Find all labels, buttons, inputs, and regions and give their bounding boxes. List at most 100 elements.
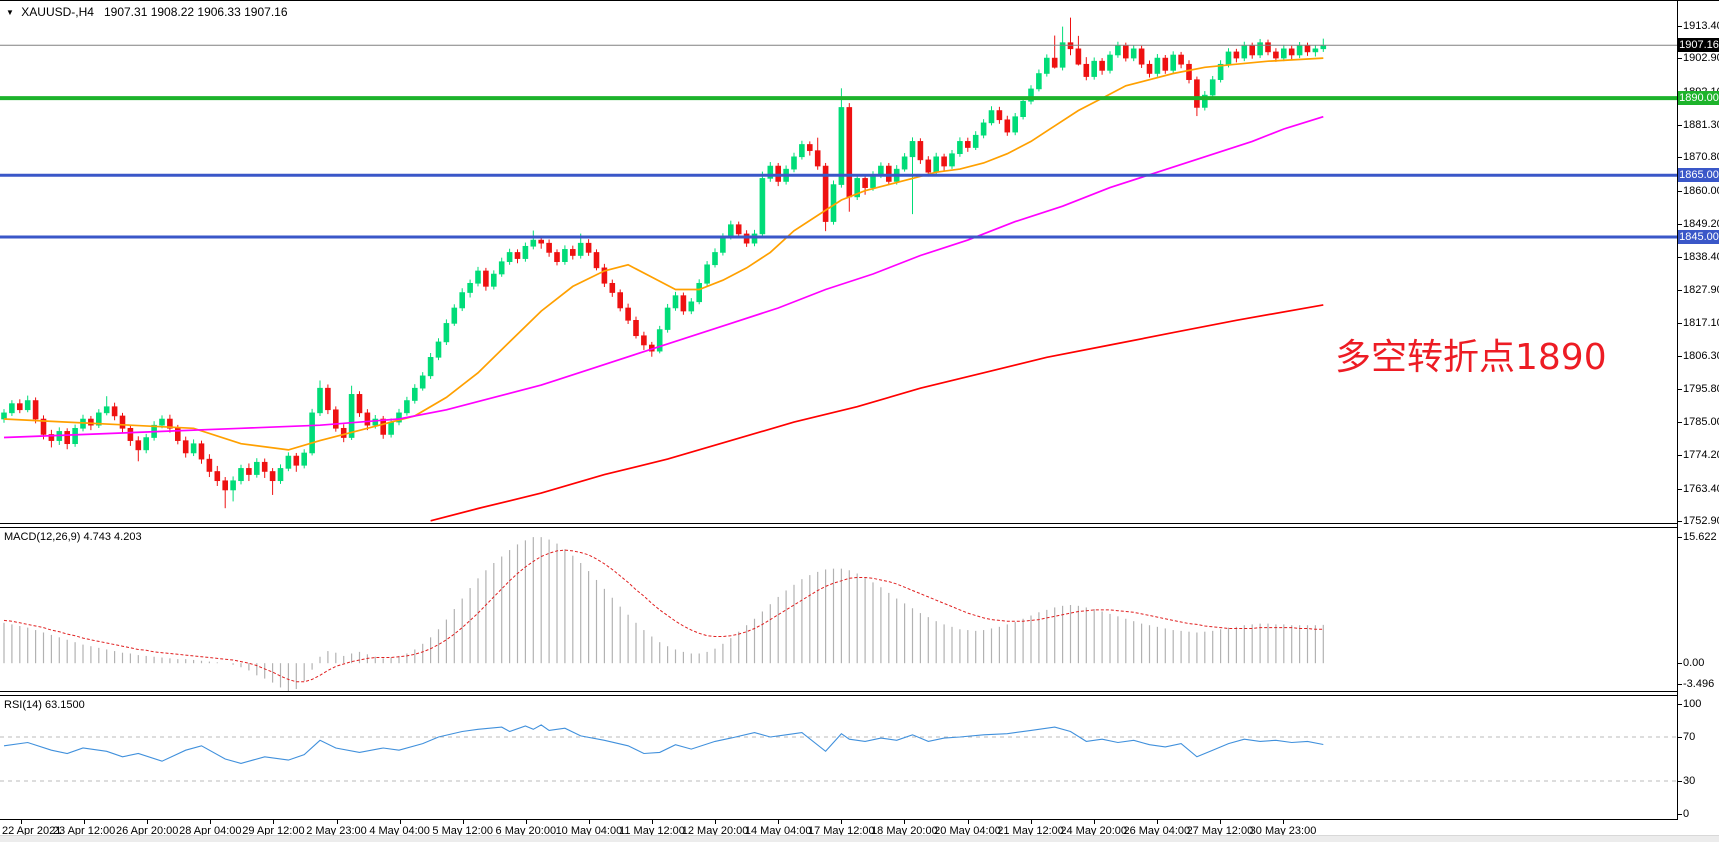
bear-candle [1265, 42, 1271, 53]
rsi-axis-label: 30 [1683, 775, 1696, 787]
bear-candle [32, 400, 39, 420]
bear-candle [261, 461, 268, 472]
price-badge-1890.00: 1890.00 [1678, 91, 1719, 106]
bear-candle [1083, 63, 1090, 77]
bull-candle [72, 427, 78, 445]
axis-tick [1678, 684, 1682, 685]
bear-candle [996, 110, 1003, 121]
main-chart-panel[interactable]: ▼ XAUUSD-,H4 1907.31 1908.22 1906.33 190… [0, 1, 1677, 524]
time-axis-label: 10 May 04:00 [555, 825, 623, 837]
bull-candle [562, 249, 568, 262]
bull-candle [9, 403, 15, 414]
rsi-axis-label: 70 [1683, 730, 1696, 743]
bull-candle [1059, 42, 1066, 68]
price-axis-label: 1860.00 [1683, 184, 1719, 197]
bear-candle [625, 307, 631, 321]
bull-candle [727, 224, 734, 238]
bull-candle [664, 307, 671, 330]
rsi-axis-label: 100 [1683, 697, 1702, 710]
bull-candle [799, 144, 805, 158]
time-axis-label: 22 Apr 2021 [2, 825, 62, 837]
bear-candle [1004, 119, 1011, 133]
time-tick [84, 820, 86, 824]
bull-candle [870, 175, 876, 188]
current-price-badge: 1907.16 [1678, 38, 1719, 53]
macd-indicator-panel[interactable]: MACD(12,26,9) 4.743 4.203 [0, 528, 1677, 692]
bull-candle [96, 412, 102, 426]
bear-candle [1186, 63, 1192, 80]
time-axis-label: 5 May 12:00 [432, 825, 493, 837]
macd-chart-canvas[interactable] [0, 528, 1677, 691]
time-axis-label: 21 May 12:00 [997, 825, 1064, 837]
rsi-line [3, 724, 1324, 764]
time-axis-label: 12 May 20:00 [681, 825, 749, 837]
bull-candle [317, 387, 323, 414]
time-tick [210, 820, 212, 824]
time-axis-label: 18 May 20:00 [871, 825, 938, 837]
axis-tick [1678, 190, 1682, 192]
bear-candle [609, 282, 616, 293]
axis-tick [1678, 422, 1682, 424]
bull-candle [388, 421, 394, 435]
panel-separator[interactable] [0, 692, 1677, 696]
bear-candle [641, 335, 647, 346]
rsi-axis-label: 0 [1683, 808, 1690, 821]
bear-candle [111, 406, 118, 417]
time-axis-label: 28 Apr 04:00 [179, 825, 242, 837]
panel-separator[interactable] [0, 524, 1677, 528]
bear-candle [546, 242, 552, 253]
bull-candle [411, 387, 418, 401]
macd-label: MACD(12,26,9) 4.743 4.203 [4, 531, 142, 543]
bear-candle [617, 292, 624, 309]
bear-candle [822, 165, 829, 222]
bear-candle [633, 320, 639, 337]
bear-candle [198, 443, 205, 460]
rsi-indicator-panel[interactable]: RSI(14) 63.1500 [0, 696, 1677, 820]
time-tick [273, 820, 275, 824]
axis-tick [1678, 257, 1682, 259]
price-axis-scale[interactable]: 1913.401902.901892.101881.301870.801860.… [1677, 1, 1719, 820]
bear-candle [135, 440, 142, 451]
bear-candle [48, 434, 55, 441]
time-tick [778, 820, 780, 824]
axis-tick [1678, 781, 1682, 782]
bull-candle [467, 282, 473, 293]
bull-candle [1115, 45, 1121, 56]
time-axis-label: 11 May 12:00 [619, 825, 685, 837]
price-axis-label: 1827.90 [1683, 283, 1719, 296]
bull-candle [901, 156, 908, 170]
bull-candle [704, 264, 710, 284]
bull-candle [238, 468, 244, 482]
bull-candle [1296, 45, 1303, 56]
bull-candle [759, 178, 766, 235]
bull-candle [1044, 57, 1050, 74]
axis-tick [1678, 289, 1682, 291]
time-tick [462, 820, 464, 824]
bull-candle [24, 400, 31, 411]
bear-candle [1249, 45, 1255, 56]
time-axis-label: 23 Apr 12:00 [52, 825, 116, 837]
bull-candle [143, 437, 149, 451]
bear-candle [206, 458, 213, 472]
ohlc-values: 1907.31 1908.22 1906.33 1907.16 [103, 5, 288, 19]
bull-candle [1091, 60, 1097, 77]
axis-tick [1678, 125, 1682, 127]
bear-candle [964, 141, 971, 148]
axis-tick [1678, 488, 1682, 490]
time-tick [1156, 820, 1158, 824]
bull-candle [751, 233, 758, 244]
candlestick-chart-canvas[interactable] [0, 1, 1677, 523]
time-tick [715, 820, 717, 824]
rsi-chart-canvas[interactable] [0, 696, 1677, 819]
bull-candle [522, 245, 529, 259]
collapse-triangle-icon[interactable]: ▼ [6, 8, 14, 17]
axis-tick [1678, 521, 1682, 523]
symbol-header: ▼ XAUUSD-,H4 1907.31 1908.22 1906.33 190… [6, 5, 288, 19]
bull-candle [451, 307, 458, 324]
bull-candle [949, 153, 955, 167]
bull-candle [1130, 48, 1137, 59]
bottom-strip [0, 835, 1719, 842]
bull-candle [1209, 79, 1216, 96]
bear-candle [127, 427, 134, 441]
bull-candle [1036, 73, 1042, 90]
